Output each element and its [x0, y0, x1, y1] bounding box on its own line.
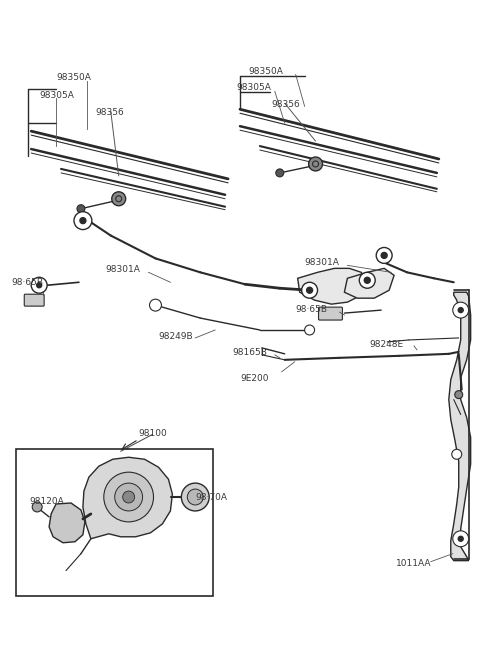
Text: 98301A: 98301A [106, 265, 141, 275]
Circle shape [74, 212, 92, 229]
Text: 98350A: 98350A [56, 74, 91, 83]
Circle shape [301, 283, 318, 298]
Text: 98·70A: 98·70A [195, 493, 227, 502]
Polygon shape [298, 268, 367, 304]
FancyBboxPatch shape [319, 307, 342, 320]
Text: 98249B: 98249B [158, 332, 193, 341]
Circle shape [31, 277, 47, 293]
Circle shape [305, 325, 314, 335]
Circle shape [455, 391, 463, 399]
Polygon shape [449, 292, 471, 560]
Text: 98356: 98356 [96, 108, 125, 118]
Text: 98·65B: 98·65B [296, 305, 328, 314]
Circle shape [458, 307, 463, 313]
Text: 98248E: 98248E [369, 340, 403, 349]
Circle shape [115, 483, 143, 511]
Circle shape [112, 192, 126, 206]
Circle shape [104, 472, 154, 522]
Text: 98305A: 98305A [236, 83, 271, 93]
Polygon shape [49, 503, 85, 543]
Circle shape [80, 217, 86, 223]
Polygon shape [83, 457, 172, 539]
Text: 98356: 98356 [272, 101, 300, 109]
Circle shape [458, 536, 463, 541]
Text: 98350A: 98350A [248, 66, 283, 76]
Text: 98165B: 98165B [232, 348, 267, 357]
Circle shape [452, 449, 462, 459]
Text: 9E200: 9E200 [240, 374, 268, 383]
Circle shape [181, 483, 209, 511]
Text: 1011AA: 1011AA [396, 558, 432, 568]
Circle shape [36, 283, 42, 288]
Circle shape [77, 205, 85, 213]
Text: 98305A: 98305A [39, 91, 74, 101]
Circle shape [360, 273, 375, 288]
Circle shape [187, 489, 203, 505]
Circle shape [150, 299, 161, 311]
Circle shape [32, 502, 42, 512]
Circle shape [364, 277, 370, 283]
Text: 98301A: 98301A [305, 258, 339, 267]
Circle shape [307, 287, 312, 293]
Circle shape [309, 157, 323, 171]
Circle shape [123, 491, 134, 503]
Circle shape [381, 252, 387, 258]
Circle shape [376, 248, 392, 263]
Bar [16, 449, 213, 597]
Circle shape [276, 169, 284, 177]
Circle shape [453, 531, 468, 547]
Text: 98100: 98100 [139, 430, 168, 438]
Text: 98·65B: 98·65B [12, 279, 43, 287]
Text: 98120A: 98120A [29, 497, 64, 506]
Circle shape [453, 302, 468, 318]
FancyBboxPatch shape [24, 294, 44, 306]
Polygon shape [344, 268, 394, 298]
